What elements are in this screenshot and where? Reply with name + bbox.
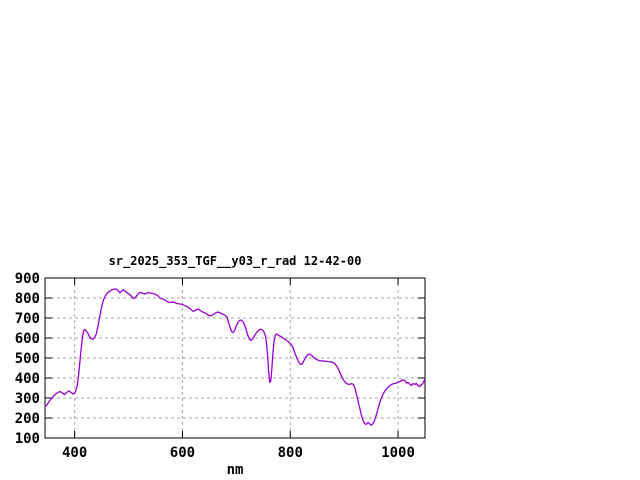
y-tick-label: 600	[15, 331, 40, 347]
y-tick-label: 900	[15, 271, 40, 287]
y-tick-label: 400	[15, 371, 40, 387]
y-tick-label: 500	[15, 351, 40, 367]
y-tick-label: 800	[15, 291, 40, 307]
y-tick-label: 300	[15, 391, 40, 407]
y-tick-label: 200	[15, 411, 40, 427]
chart-title: sr_2025_353_TGF__y03_r_rad 12-42-00	[109, 254, 362, 269]
x-axis-label: nm	[227, 462, 244, 478]
gridlines	[45, 278, 425, 438]
tick-labels: 100 200 300 400 500 600 700 800 900 400 600 800 1000	[15, 271, 415, 461]
y-tick-label: 700	[15, 311, 40, 327]
curve-layer	[44, 288, 426, 426]
plot-frame	[44, 277, 426, 439]
y-tick-label: 100	[15, 431, 40, 447]
x-tick-label: 400	[62, 445, 87, 461]
spectrum-curve	[44, 288, 426, 426]
x-tick-label: 800	[278, 445, 303, 461]
x-tick-label: 600	[170, 445, 195, 461]
x-tick-label: 1000	[381, 445, 415, 461]
